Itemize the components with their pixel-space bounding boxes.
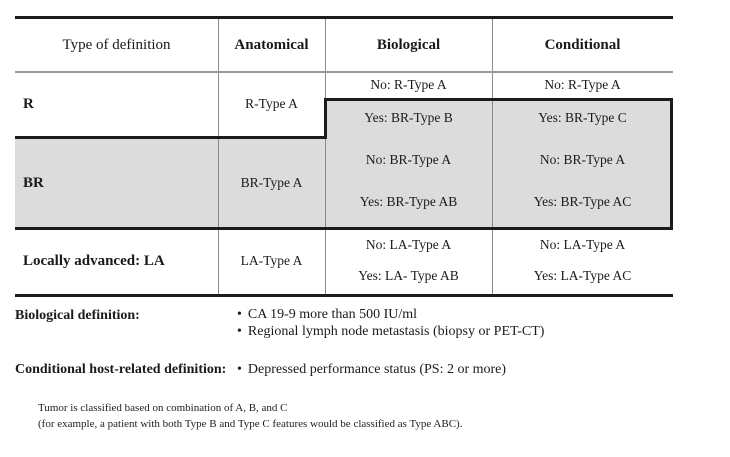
row-label-br: BR <box>23 174 44 191</box>
r-conditional-yes-cell: Yes: BR-Type C <box>538 110 627 126</box>
la-conditional-yes-cell: Yes: LA-Type AC <box>533 268 632 284</box>
r-anatomical-cell: R-Type A <box>245 96 298 112</box>
shaded-left-border <box>324 98 327 139</box>
header-conditional: Conditional <box>544 36 621 53</box>
biological-definition-label: Biological definition: <box>15 308 140 323</box>
r-conditional-no-cell: No: R-Type A <box>544 77 621 93</box>
la-conditional-no-cell: No: LA-Type A <box>539 237 626 253</box>
column-divider-1 <box>218 16 219 294</box>
biological-definition-item-1: CA 19-9 more than 500 IU/ml <box>237 306 544 323</box>
header-underline <box>15 71 673 73</box>
conditional-definition-label: Conditional host-related definition: <box>15 362 227 377</box>
la-biological-yes-cell: Yes: LA- Type AB <box>358 268 459 284</box>
header-type-of-definition: Type of definition <box>62 36 171 53</box>
r-biological-no-cell: No: R-Type A <box>370 77 447 93</box>
header-anatomical: Anatomical <box>234 36 309 53</box>
br-conditional-no-cell: No: BR-Type A <box>539 151 626 167</box>
shaded-region-left <box>15 136 325 230</box>
footnote-line-2: (for example, a patient with both Type B… <box>38 418 463 430</box>
row-label-r: R <box>23 96 34 113</box>
shaded-bottom-border <box>15 227 673 230</box>
r-biological-yes-cell: Yes: BR-Type B <box>364 110 453 126</box>
br-conditional-yes-cell: Yes: BR-Type AC <box>533 193 632 209</box>
shaded-region-right <box>325 98 673 230</box>
shaded-right-border <box>670 98 673 230</box>
br-biological-yes-cell: Yes: BR-Type AB <box>359 193 458 209</box>
conditional-definition-item-1: Depressed performance status (PS: 2 or m… <box>237 361 506 378</box>
footnote-line-1: Tumor is classified based on combination… <box>38 402 288 414</box>
column-divider-3 <box>492 16 493 294</box>
br-biological-no-cell: No: BR-Type A <box>365 151 452 167</box>
header-biological: Biological <box>376 36 441 53</box>
table-top-border <box>15 16 673 19</box>
column-divider-2 <box>325 16 326 294</box>
row-label-la: Locally advanced: LA <box>23 253 165 270</box>
shaded-top-border-right <box>324 98 673 101</box>
footnote: Tumor is classified based on combination… <box>38 400 462 432</box>
biological-definition-item-2: Regional lymph node metastasis (biopsy o… <box>237 323 545 340</box>
biological-definition-items: CA 19-9 more than 500 IU/ml Regional lym… <box>237 306 545 340</box>
shaded-top-border-left <box>15 136 327 139</box>
la-biological-no-cell: No: LA-Type A <box>365 237 452 253</box>
table-bottom-border <box>15 294 673 297</box>
conditional-definition-items: Depressed performance status (PS: 2 or m… <box>237 361 506 378</box>
la-anatomical-cell: LA-Type A <box>240 253 303 269</box>
br-anatomical-cell: BR-Type A <box>240 174 303 190</box>
